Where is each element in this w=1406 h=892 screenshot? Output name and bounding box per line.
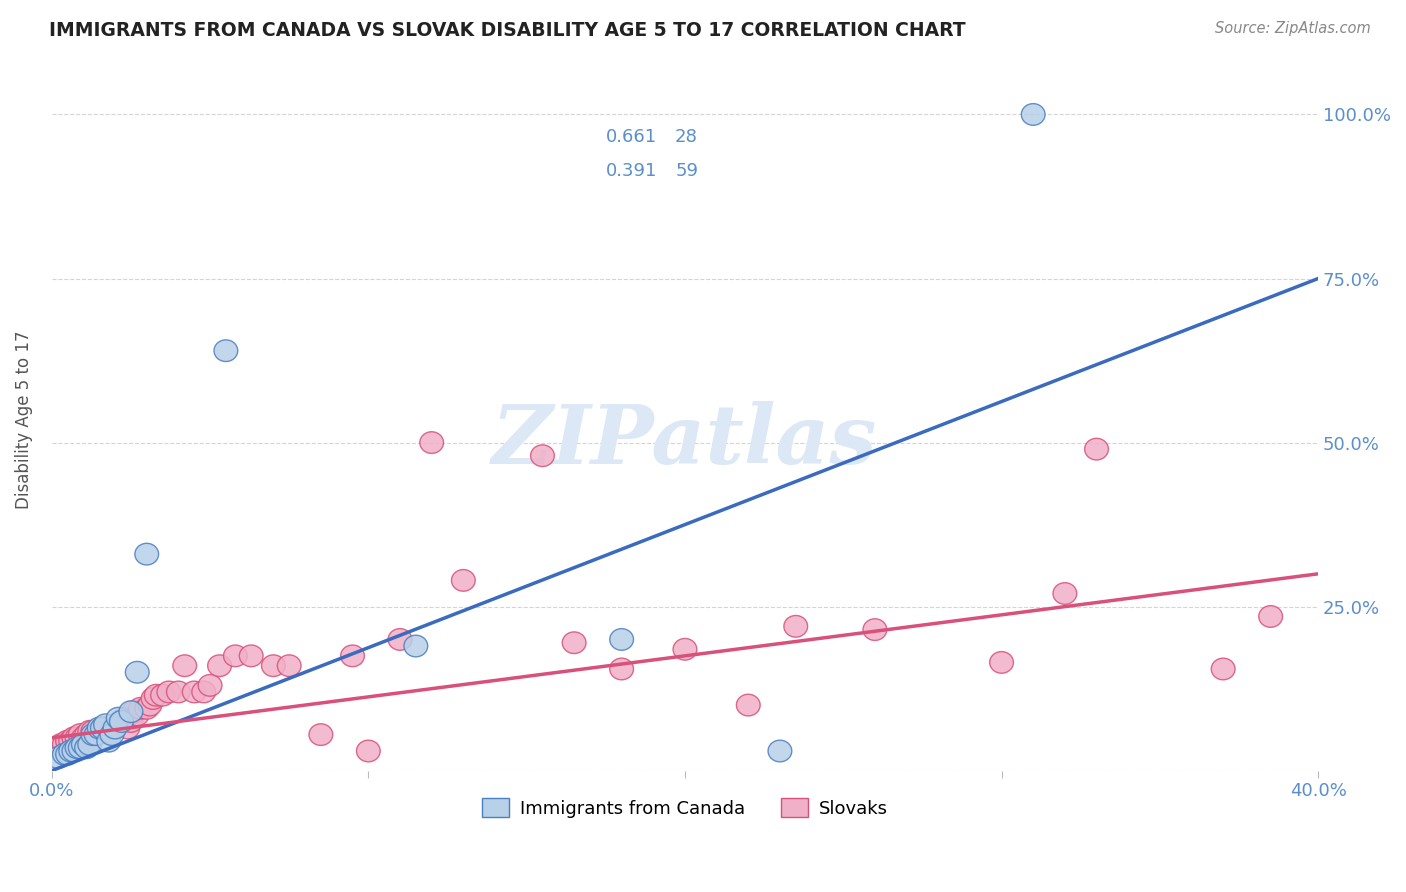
- Legend: Immigrants from Canada, Slovaks: Immigrants from Canada, Slovaks: [475, 790, 896, 825]
- Text: 59: 59: [675, 161, 699, 179]
- Y-axis label: Disability Age 5 to 17: Disability Age 5 to 17: [15, 330, 32, 508]
- Text: Source: ZipAtlas.com: Source: ZipAtlas.com: [1215, 21, 1371, 37]
- Text: IMMIGRANTS FROM CANADA VS SLOVAK DISABILITY AGE 5 TO 17 CORRELATION CHART: IMMIGRANTS FROM CANADA VS SLOVAK DISABIL…: [49, 21, 966, 40]
- Text: 0.391: 0.391: [606, 161, 657, 179]
- Text: 0.661: 0.661: [606, 128, 657, 145]
- Text: ZIPatlas: ZIPatlas: [492, 401, 877, 481]
- Text: 28: 28: [675, 128, 697, 145]
